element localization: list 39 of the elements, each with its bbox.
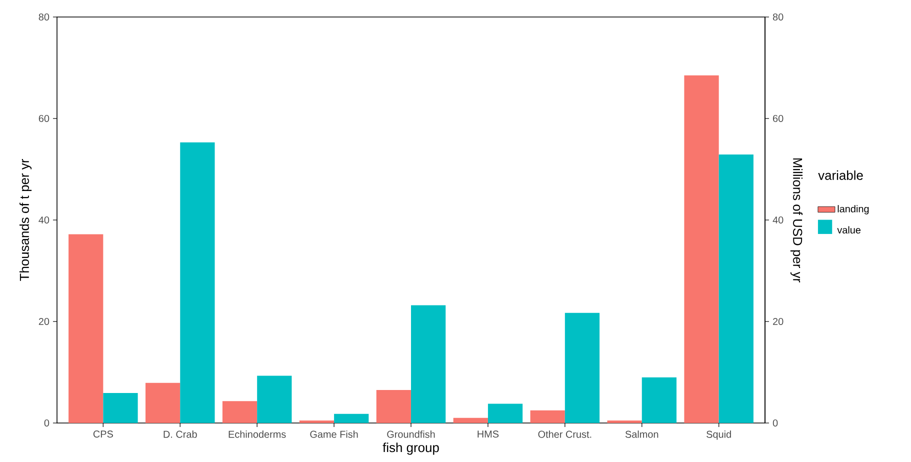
y2-tick-label: 20 bbox=[773, 318, 784, 326]
bar bbox=[564, 312, 600, 423]
x-axis-title: fish group bbox=[382, 442, 439, 455]
bar bbox=[103, 393, 138, 423]
x-tick-label: Groundfish bbox=[387, 430, 435, 438]
y2-tick-label: 60 bbox=[773, 114, 784, 122]
bar bbox=[607, 420, 642, 423]
x-tick-label: Other Crust. bbox=[538, 430, 592, 438]
legend-title: variable bbox=[818, 170, 863, 180]
bar bbox=[376, 390, 412, 423]
bar bbox=[257, 376, 292, 423]
bar bbox=[530, 410, 565, 423]
y-tick-label: 60 bbox=[38, 114, 50, 122]
bar bbox=[68, 234, 104, 423]
legend-label: landing bbox=[838, 205, 869, 214]
y2-axis-title: Millions of USD per yr bbox=[790, 158, 803, 282]
y2-tick-label: 80 bbox=[772, 13, 784, 21]
bar bbox=[488, 404, 523, 423]
y2-tick-label: 0 bbox=[772, 419, 778, 427]
x-tick-label: HMS bbox=[478, 430, 499, 438]
x-tick-label: Game Fish bbox=[310, 430, 358, 438]
legend-label: value bbox=[837, 226, 861, 234]
y-axis-title: Thousands of t per yr bbox=[19, 159, 32, 281]
bar bbox=[642, 377, 677, 423]
x-tick-label: Echinoderms bbox=[228, 430, 286, 438]
y-tick-label: 20 bbox=[38, 318, 50, 326]
bar bbox=[146, 382, 180, 423]
bar bbox=[453, 418, 488, 423]
x-tick-label: CPS bbox=[93, 430, 113, 438]
x-tick-label: Salmon bbox=[625, 430, 658, 438]
bar bbox=[334, 414, 369, 423]
bar bbox=[180, 142, 215, 423]
bar bbox=[411, 305, 446, 423]
y2-tick-label: 40 bbox=[772, 216, 784, 224]
y-tick-label: 80 bbox=[38, 13, 50, 21]
x-tick-label: D. Crab bbox=[164, 430, 197, 438]
x-tick-label: Squid bbox=[706, 430, 731, 440]
y-tick-label: 40 bbox=[38, 216, 50, 224]
y-tick-label: 0 bbox=[44, 419, 50, 427]
